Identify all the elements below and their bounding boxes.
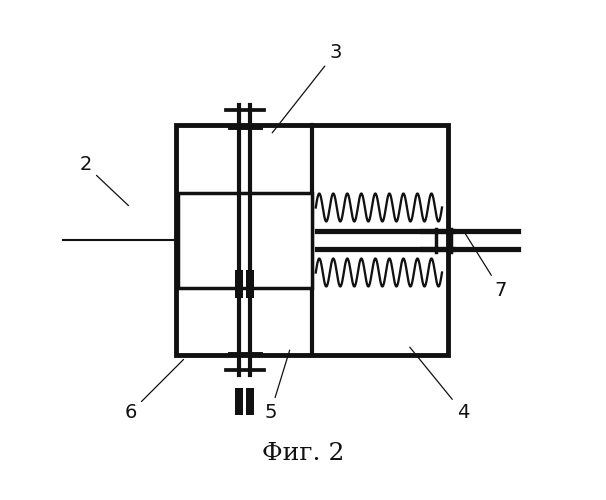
Text: Фиг. 2: Фиг. 2 [262, 442, 344, 465]
Bar [176, 125, 448, 355]
Text: 4: 4 [410, 347, 469, 422]
Bar [247, 388, 255, 415]
Text: 5: 5 [264, 350, 290, 422]
Bar [236, 388, 244, 415]
Bar [178, 192, 311, 288]
Text: 7: 7 [464, 232, 507, 300]
Text: 3: 3 [272, 43, 342, 133]
Bar [236, 270, 244, 297]
Bar [247, 270, 255, 297]
Text: 2: 2 [79, 156, 128, 206]
Text: 6: 6 [124, 360, 184, 422]
